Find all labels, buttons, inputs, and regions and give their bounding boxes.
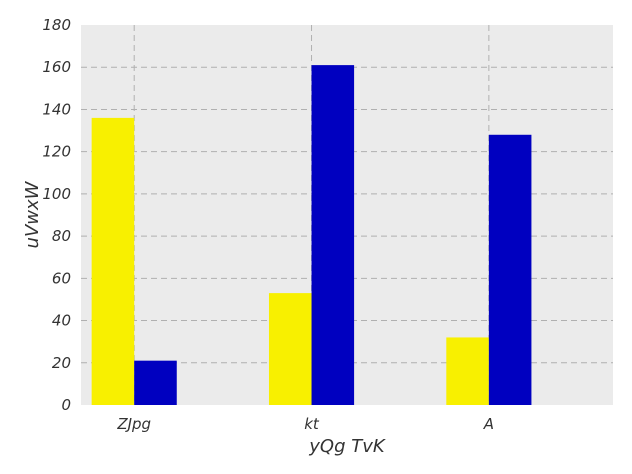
- y-tick-label: 160: [42, 58, 71, 76]
- y-tick-label: 120: [42, 143, 71, 161]
- y-tick-label: 180: [42, 16, 71, 34]
- bar-series1-A: [446, 337, 489, 405]
- bar-series2-kt: [311, 65, 355, 405]
- bars: [91, 65, 532, 405]
- bar-series1-kt: [268, 293, 312, 405]
- bar-series1-ZJpg: [91, 117, 135, 405]
- y-tick-label: 60: [52, 269, 71, 287]
- y-tick-label: 140: [42, 100, 71, 118]
- x-tick-label: ZJpg: [116, 415, 151, 433]
- x-tick-label: kt: [304, 415, 320, 433]
- y-tick-label: 0: [61, 396, 71, 414]
- x-tick-label: A: [483, 415, 494, 433]
- y-tick-label: 100: [42, 185, 71, 203]
- y-tick-label: 80: [52, 227, 71, 245]
- y-tick-label: 20: [52, 354, 71, 372]
- x-axis-title: yQg TvK: [308, 436, 386, 457]
- y-tick-labels: 0 20 40 60 80 100 120 140 160 180: [42, 16, 71, 414]
- y-tick-label: 40: [52, 312, 71, 330]
- y-axis-title: uVwxW: [22, 180, 43, 248]
- bar-series2-A: [488, 134, 532, 405]
- x-tick-labels: ZJpg kt A: [116, 415, 494, 433]
- bar-series2-ZJpg: [134, 360, 177, 405]
